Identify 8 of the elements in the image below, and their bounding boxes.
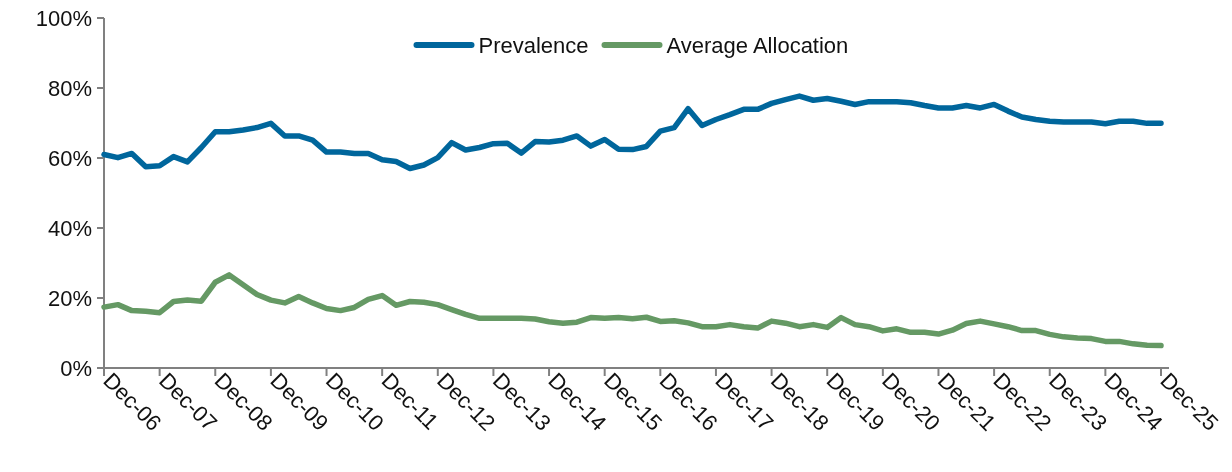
legend-label: Prevalence — [478, 32, 589, 58]
y-tick-label: 80% — [47, 75, 92, 101]
y-tick-label: 20% — [47, 285, 92, 311]
y-tick-label: 40% — [47, 215, 92, 241]
y-tick-label: 60% — [47, 145, 92, 171]
legend-label: Average Allocation — [666, 32, 849, 58]
y-tick-label: 100% — [35, 5, 92, 31]
y-tick-label: 0% — [60, 355, 92, 381]
